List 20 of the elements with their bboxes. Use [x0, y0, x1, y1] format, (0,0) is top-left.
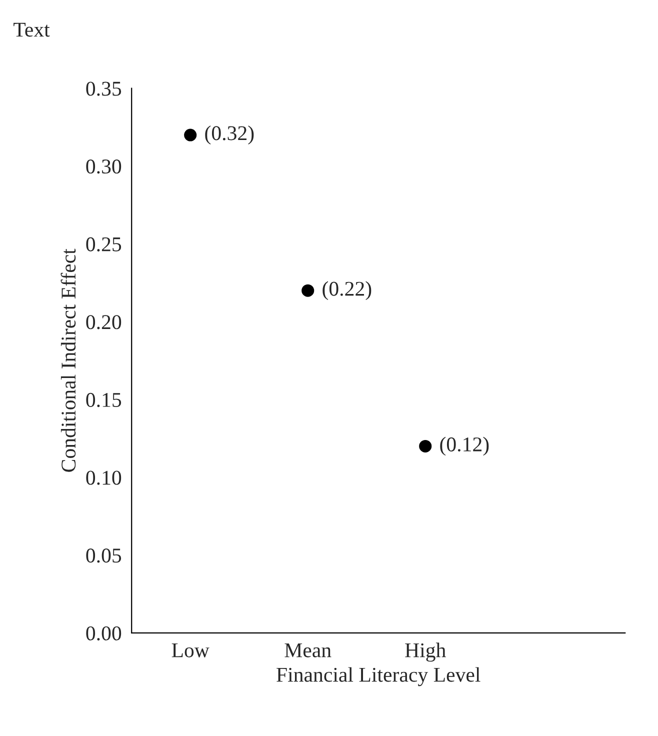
y-tick-label: 0.00	[86, 626, 122, 640]
y-axis-title: Conditional Indirect Effect	[60, 248, 76, 472]
point	[419, 440, 432, 452]
data-label: (0.32)	[205, 126, 254, 144]
y-tick-label: 0.10	[86, 470, 122, 485]
x-axis-title: Financial Literacy Level	[276, 667, 480, 686]
y-tick-label: 0.30	[86, 160, 122, 174]
point	[184, 128, 197, 142]
chart-title: Text	[14, 22, 50, 37]
y-tick-label: 0.15	[86, 392, 122, 408]
x-tick-label: Low	[172, 643, 210, 658]
data-label: (0.12)	[440, 436, 489, 456]
data-label: (0.22)	[322, 281, 372, 300]
x-tick-label: High	[405, 642, 446, 662]
point	[302, 284, 314, 297]
x-tick-label: Mean	[284, 643, 332, 658]
y-tick-label: 0.05	[86, 548, 122, 563]
y-tick-label: 0.25	[86, 237, 122, 252]
y-tick-label: 0.35	[86, 82, 122, 96]
y-tick-label: 0.20	[86, 315, 122, 330]
